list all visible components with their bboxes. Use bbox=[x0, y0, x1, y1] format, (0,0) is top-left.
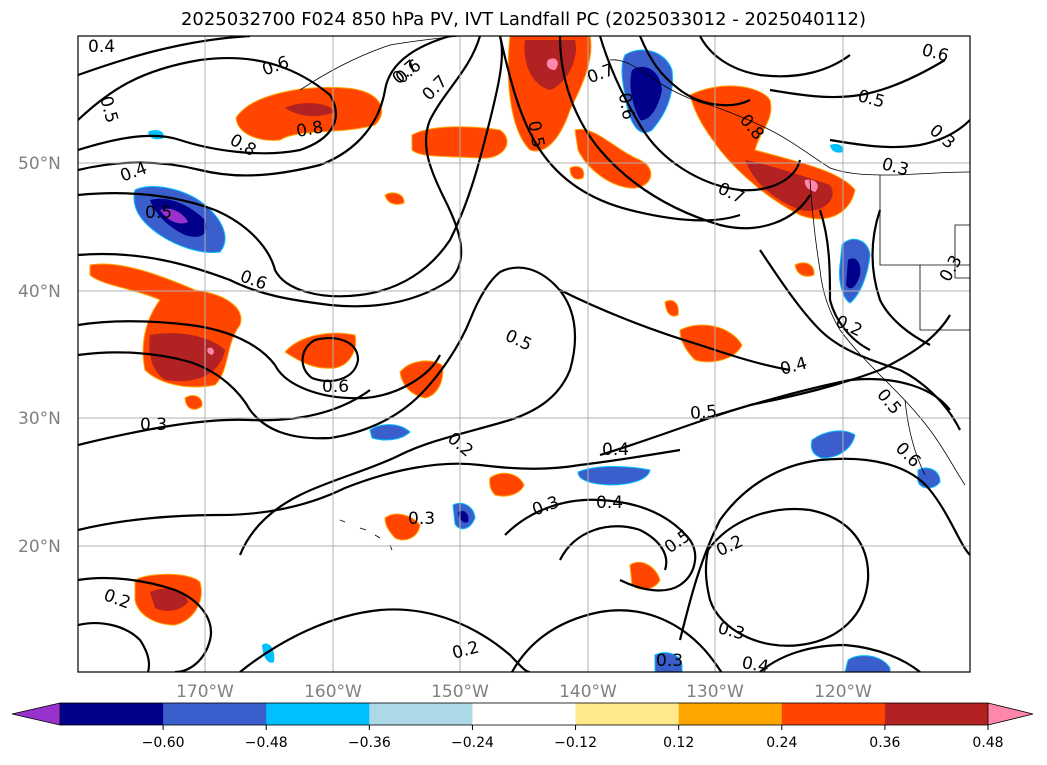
negative-anomaly-baja bbox=[810, 430, 856, 459]
contour-label: 0.5 bbox=[689, 402, 718, 424]
lon-label-120w: 120°W bbox=[814, 682, 872, 702]
colorbar-tick-label: −0.12 bbox=[554, 735, 597, 751]
latitude-labels: 50°N 40°N 30°N 20°N bbox=[18, 154, 61, 557]
positive-anomaly-small-2 bbox=[399, 360, 444, 399]
colorbar-tick-label: −0.36 bbox=[348, 735, 391, 751]
colorbar-cell bbox=[781, 703, 886, 725]
colorbar-cell bbox=[472, 703, 577, 725]
contour-label: 0.5 bbox=[523, 119, 547, 149]
contour-label: 0.6 bbox=[322, 377, 349, 397]
colorbar-cell bbox=[884, 703, 989, 725]
colorbar-tick-label: 0.12 bbox=[663, 735, 694, 751]
contour-label: 0.8 bbox=[295, 118, 325, 142]
lon-label-130w: 130°W bbox=[686, 682, 744, 702]
colorbar-extend-left bbox=[12, 703, 60, 725]
colorbar-tick-label: −0.24 bbox=[451, 735, 494, 751]
colorbar-cell bbox=[60, 703, 164, 725]
contour-label: 0.3 bbox=[656, 651, 683, 671]
lat-label-20: 20°N bbox=[18, 537, 61, 557]
lon-label-150w: 150°W bbox=[431, 682, 489, 702]
colorbar-cell bbox=[369, 703, 473, 725]
positive-anomaly-small-6 bbox=[384, 513, 421, 541]
contour-label: 0.5 bbox=[145, 203, 172, 223]
lat-label-50: 50°N bbox=[18, 154, 61, 174]
contour-label: 0.4 bbox=[602, 440, 629, 460]
positive-anomaly-core bbox=[285, 103, 335, 117]
lat-label-30: 30°N bbox=[18, 409, 61, 429]
colorbar-tick-label: 0.24 bbox=[766, 735, 797, 751]
figure-title: 2025032700 F024 850 hPa PV, IVT Landfall… bbox=[180, 9, 867, 30]
colorbar-cell bbox=[266, 703, 370, 725]
colorbar-tick-label: 0.36 bbox=[869, 735, 900, 751]
colorbar-cell bbox=[678, 703, 783, 725]
lon-label-170w: 170°W bbox=[176, 682, 234, 702]
contour-label: 0.3 bbox=[140, 415, 167, 435]
axes-frame bbox=[77, 35, 971, 673]
colorbar-tick-label: −0.48 bbox=[245, 735, 288, 751]
lon-label-140w: 140°W bbox=[559, 682, 617, 702]
coastlines bbox=[299, 36, 970, 551]
colorbar-tick-label: 0.48 bbox=[972, 735, 1003, 751]
contour-label: 0.6 bbox=[614, 91, 638, 121]
contour-label: 0.4 bbox=[596, 493, 623, 513]
positive-anomaly-small-4 bbox=[489, 472, 525, 497]
contour-label: 0.3 bbox=[408, 509, 435, 529]
gridlines bbox=[78, 36, 970, 672]
colorbar-cell bbox=[575, 703, 680, 725]
lon-label-160w: 160°W bbox=[304, 682, 362, 702]
colorbar: −0.60 −0.48 −0.36 −0.24 −0.12 0.12 0.24 0.36 0.4… bbox=[11, 702, 1034, 751]
pv-contours bbox=[78, 36, 970, 672]
colorbar-cell bbox=[163, 703, 267, 725]
contour-label: 0.4 bbox=[88, 37, 115, 57]
contour-label: 0.4 bbox=[740, 653, 770, 677]
colorbar-tick-label: −0.60 bbox=[142, 735, 185, 751]
colorbar-extend-right bbox=[988, 703, 1033, 725]
lat-label-40: 40°N bbox=[18, 282, 61, 302]
longitude-labels: 170°W 160°W 150°W 140°W 130°W 120°W bbox=[176, 682, 872, 702]
